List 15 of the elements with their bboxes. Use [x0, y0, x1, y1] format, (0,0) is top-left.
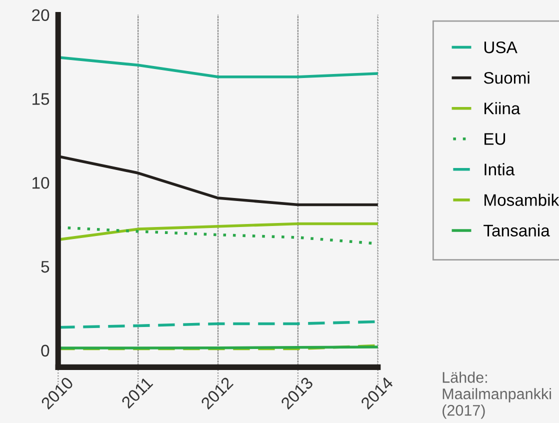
legend-label: Tansania	[484, 224, 550, 236]
y-tick-label: 0	[41, 344, 50, 357]
line-series	[58, 56, 378, 78]
line-series	[58, 222, 378, 242]
y-tick-label: 5	[41, 261, 50, 273]
legend-label: Suomi	[484, 72, 530, 84]
text: Lähde: Maailmanpankki (2017)	[442, 372, 551, 419]
y-tick-label: 20	[32, 9, 50, 22]
legend-label: EU	[484, 133, 506, 145]
legend-label: Intia	[484, 163, 515, 176]
legend-label: Kiina	[484, 102, 520, 114]
legend-label: Mosambik	[484, 194, 559, 206]
y-tick-label: 10	[32, 176, 50, 189]
y-tick-label: 15	[32, 93, 50, 105]
legend-label: USA	[484, 41, 518, 54]
